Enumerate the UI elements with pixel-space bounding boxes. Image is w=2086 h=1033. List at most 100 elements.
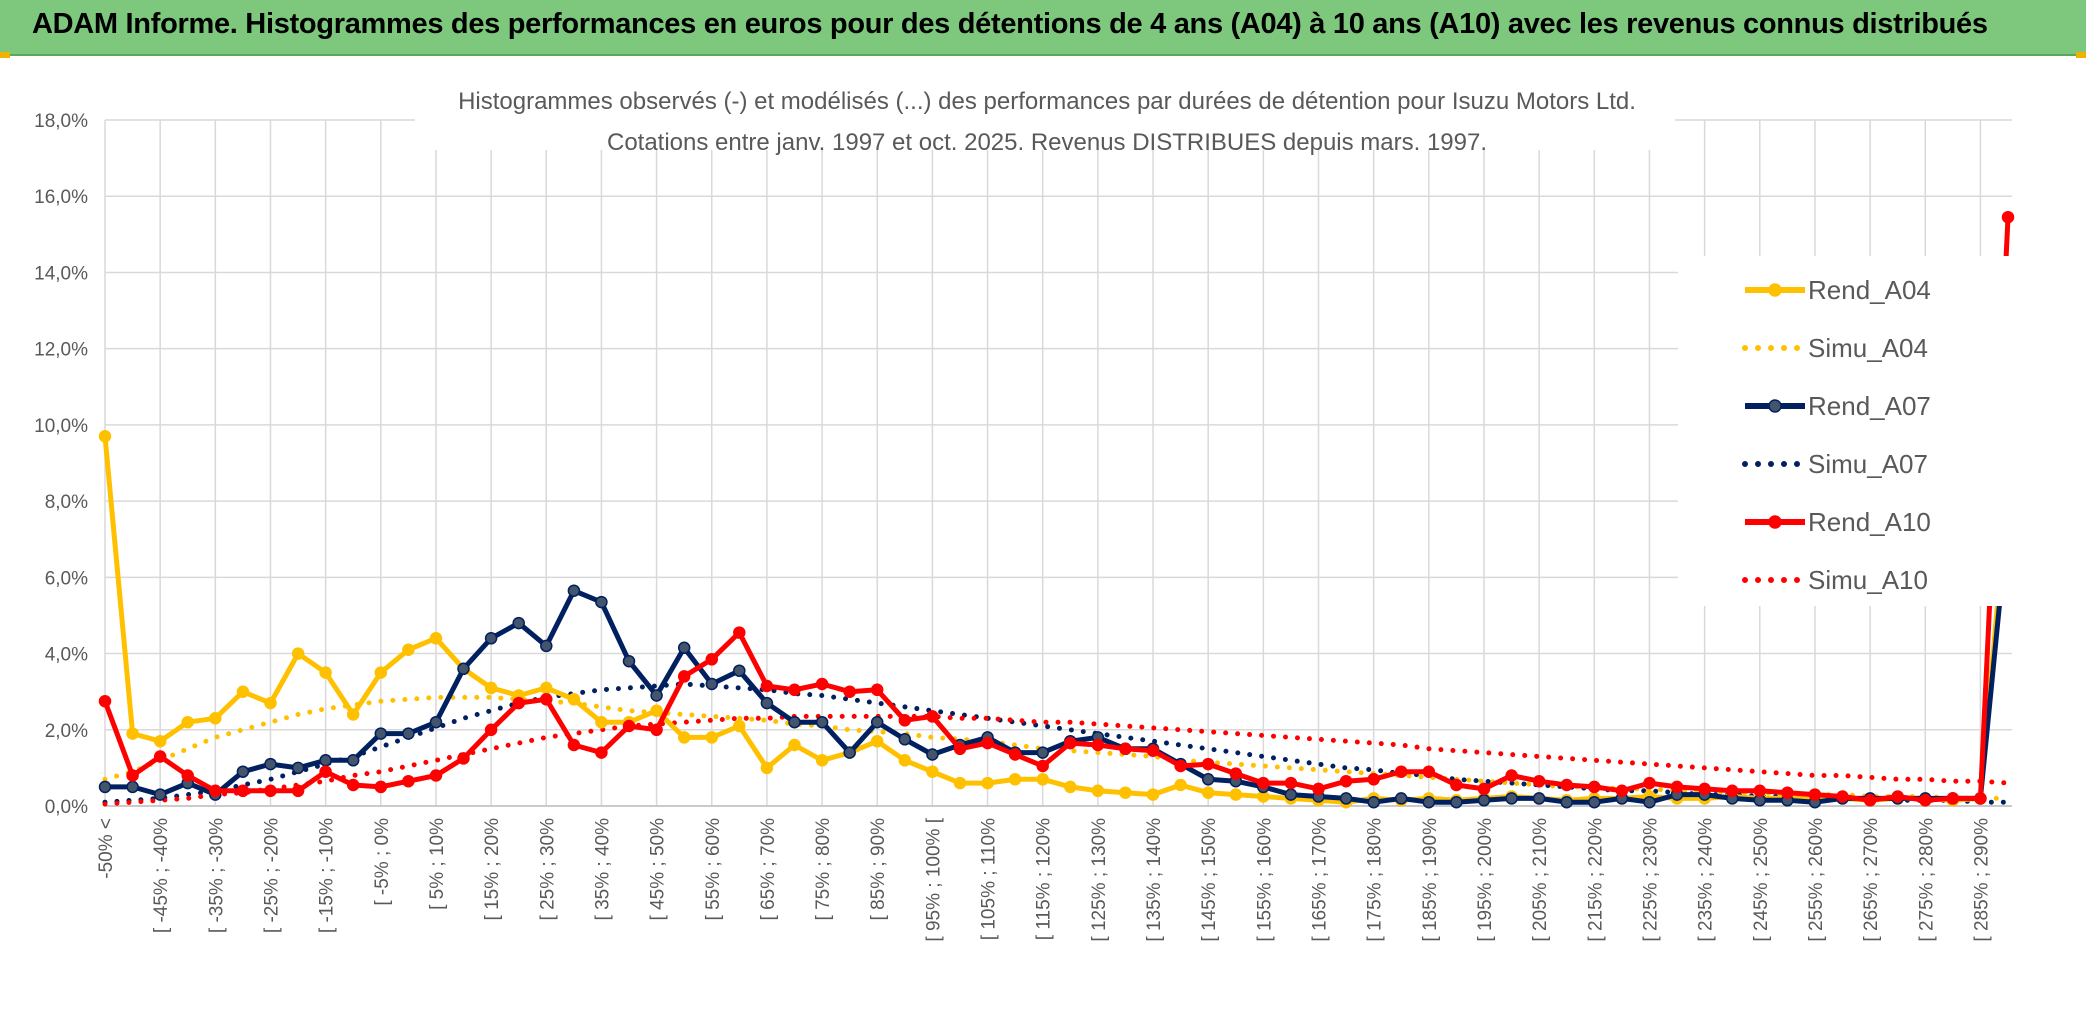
y-tick-label: 2,0% — [45, 721, 88, 742]
data-point-rend_a04 — [1036, 773, 1049, 786]
x-tick-label: [ 185% ; 190% — [1420, 818, 1441, 942]
x-tick-label: [ 245% ; 250% — [1751, 818, 1772, 942]
data-point-rend_a10 — [1808, 788, 1822, 801]
data-point-rend_a10 — [1643, 776, 1656, 790]
data-point-rend_a04 — [98, 430, 112, 443]
data-point-rend_a07 — [677, 641, 691, 655]
data-point-rend_a10 — [953, 742, 967, 756]
data-point-rend_a10 — [1367, 773, 1380, 786]
x-tick-label: [ 5% ; 10% — [427, 818, 448, 910]
data-point-rend_a10 — [429, 769, 443, 782]
data-point-rend_a07 — [1394, 792, 1408, 805]
data-point-rend_a10 — [153, 750, 167, 763]
data-point-rend_a07 — [457, 662, 470, 676]
x-tick-label: [ 285% ; 290% — [1971, 818, 1992, 942]
data-point-rend_a07 — [1588, 795, 1601, 809]
data-point-rend_a07 — [540, 639, 553, 653]
data-point-rend_a10 — [815, 677, 829, 691]
data-point-rend_a07 — [291, 761, 305, 775]
data-point-rend_a10 — [457, 752, 470, 765]
data-point-rend_a04 — [236, 685, 250, 698]
data-point-rend_a10 — [1477, 782, 1491, 796]
data-point-rend_a04 — [264, 696, 277, 710]
data-point-rend_a10 — [1560, 778, 1573, 792]
data-point-rend_a10 — [319, 765, 332, 778]
series-line-rend_a10 — [102, 217, 2011, 803]
data-point-rend_a10 — [209, 784, 222, 798]
data-point-rend_a10 — [1836, 790, 1849, 803]
data-point-rend_a07 — [484, 632, 498, 645]
data-point-rend_a10 — [98, 694, 112, 708]
data-point-rend_a04 — [733, 719, 746, 733]
data-point-rend_a10 — [1312, 782, 1325, 796]
data-point-rend_a07 — [760, 696, 774, 710]
data-point-rend_a10 — [926, 710, 939, 723]
data-point-rend_a10 — [1725, 784, 1739, 798]
x-tick-label: [ 15% ; 20% — [482, 818, 503, 921]
data-point-rend_a04 — [926, 765, 939, 778]
x-tick-label: [ 155% ; 160% — [1254, 818, 1275, 942]
x-tick-label: [ 115% ; 120% — [1034, 818, 1055, 940]
data-point-rend_a10 — [1036, 759, 1049, 773]
data-point-rend_a07 — [346, 754, 360, 767]
data-point-rend_a10 — [1670, 780, 1684, 794]
data-point-rend_a07 — [1560, 795, 1573, 809]
legend-label-rend_a04: Rend_A04 — [1808, 275, 1931, 305]
data-point-rend_a04 — [126, 727, 139, 740]
data-point-rend_a10 — [1863, 794, 1877, 807]
data-point-rend_a07 — [622, 654, 636, 668]
legend-label-simu_a10: Simu_A10 — [1808, 565, 1928, 595]
data-point-rend_a04 — [788, 738, 801, 752]
data-point-rend_a07 — [870, 715, 884, 729]
data-point-rend_a10 — [1588, 780, 1601, 794]
data-point-rend_a04 — [374, 666, 388, 679]
data-point-rend_a10 — [788, 683, 801, 697]
x-tick-label: [ 125% ; 130% — [1089, 818, 1110, 942]
data-point-rend_a04 — [402, 643, 415, 656]
data-point-rend_a10 — [843, 685, 856, 698]
data-point-rend_a10 — [484, 723, 498, 737]
data-point-rend_a07 — [733, 664, 746, 677]
data-point-rend_a07 — [705, 677, 719, 691]
x-tick-label: [ 175% ; 180% — [1365, 818, 1386, 942]
x-tick-label: [ 255% ; 260% — [1806, 818, 1827, 942]
data-point-rend_a10 — [1781, 786, 1794, 799]
data-point-rend_a07 — [815, 715, 829, 729]
y-tick-label: 16,0% — [34, 187, 88, 208]
data-point-rend_a04 — [484, 681, 498, 695]
data-point-rend_a04 — [705, 731, 719, 744]
x-tick-label: [ 95% ; 100% [ — [923, 817, 944, 941]
x-tick-label: -50% < — [96, 818, 117, 879]
y-tick-label: 18,0% — [34, 111, 88, 132]
data-point-rend_a10 — [1119, 742, 1132, 756]
data-point-rend_a10 — [264, 784, 277, 798]
data-point-rend_a07 — [1367, 795, 1380, 809]
data-point-rend_a04 — [595, 715, 608, 729]
data-point-rend_a07 — [1284, 788, 1298, 801]
data-point-rend_a10 — [1753, 784, 1767, 798]
data-point-rend_a10 — [1505, 769, 1518, 782]
data-point-rend_a04 — [1146, 788, 1160, 801]
data-point-rend_a10 — [2001, 210, 2015, 224]
data-point-rend_a07 — [512, 616, 525, 630]
y-axis-ticks: 0,0% 2,0% 4,0% 6,0% 8,0% 10,0% 12,0% 14,0% 16,0%… — [34, 111, 88, 818]
x-tick-label: [ -5% ; 0% — [372, 818, 393, 906]
data-point-rend_a10 — [374, 780, 388, 794]
legend-label-rend_a07: Rend_A07 — [1808, 391, 1931, 421]
data-point-rend_a10 — [1339, 774, 1353, 788]
x-tick-label: [ 165% ; 170% — [1310, 818, 1331, 942]
x-axis-ticks: -50% < [ -45% ; -40% [ -35% ; -30% [ -25% ;… — [96, 817, 1992, 941]
data-point-rend_a07 — [567, 584, 581, 597]
data-point-rend_a10 — [291, 784, 305, 798]
data-point-rend_a10 — [1422, 765, 1436, 778]
data-point-rend_a04 — [898, 754, 912, 767]
data-point-rend_a07 — [1036, 746, 1049, 759]
data-point-rend_a07 — [153, 788, 167, 801]
x-tick-label: [ 55% ; 60% — [703, 818, 724, 921]
data-point-rend_a07 — [788, 715, 801, 729]
data-point-rend_a04 — [677, 731, 691, 744]
data-point-rend_a04 — [1091, 784, 1105, 798]
data-point-rend_a04 — [981, 776, 994, 790]
data-point-rend_a07 — [1477, 794, 1491, 807]
data-point-rend_a04 — [181, 715, 194, 729]
